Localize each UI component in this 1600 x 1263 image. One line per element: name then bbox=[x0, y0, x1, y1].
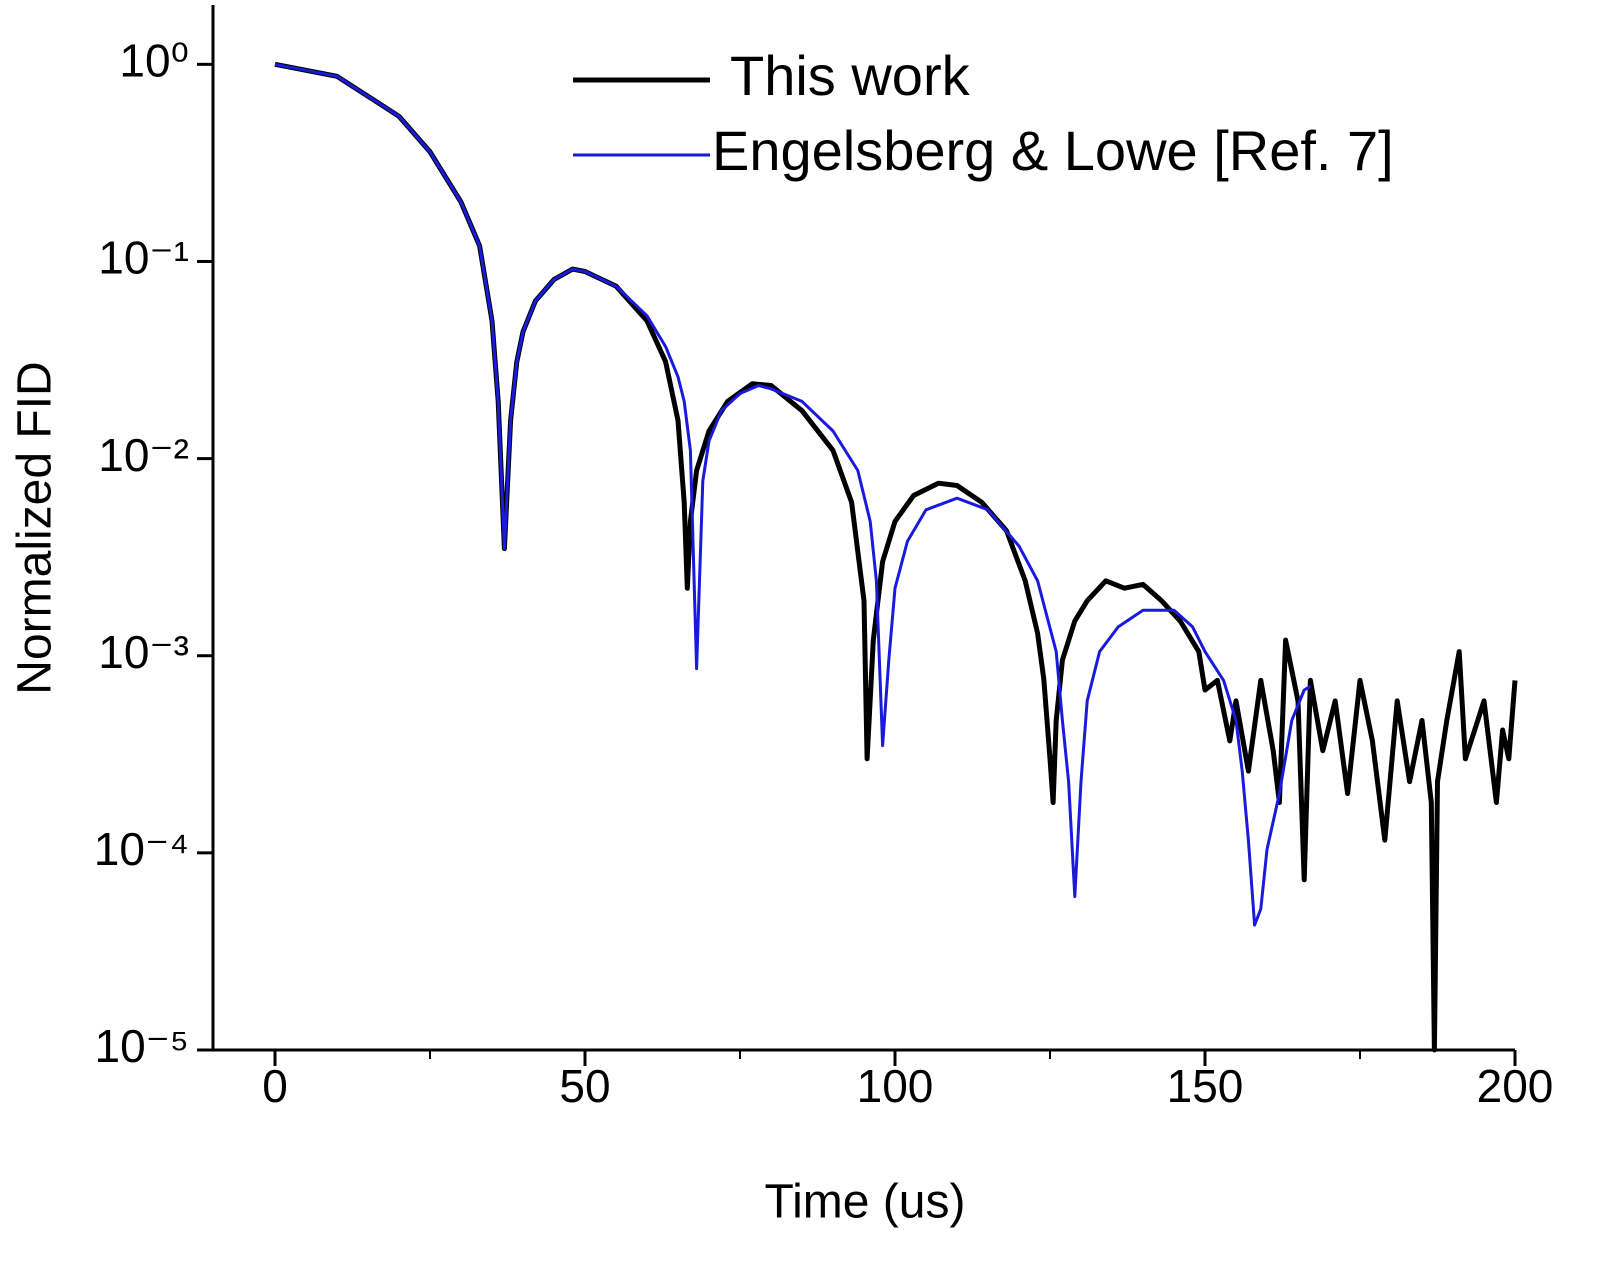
y-tick-label: 10⁻⁵ bbox=[94, 1020, 189, 1072]
x-tick-label: 200 bbox=[1477, 1060, 1554, 1112]
x-axis-label: Time (us) bbox=[765, 1176, 966, 1229]
y-tick-label: 10⁻² bbox=[98, 429, 189, 481]
series-line bbox=[274, 62, 1312, 927]
y-tick-label: 10⁻⁴ bbox=[94, 823, 189, 875]
x-tick-label: 100 bbox=[857, 1060, 934, 1112]
y-tick-label: 10⁰ bbox=[119, 34, 189, 86]
legend-label: This work bbox=[730, 44, 971, 107]
x-tick-label: 150 bbox=[1167, 1060, 1244, 1112]
x-tick-label: 50 bbox=[559, 1060, 610, 1112]
legend-label: Engelsberg & Lowe [Ref. 7] bbox=[712, 119, 1394, 182]
series-line bbox=[274, 61, 1518, 1053]
y-tick-label: 10⁻¹ bbox=[98, 232, 189, 284]
y-axis-label: Normalized FID bbox=[9, 361, 62, 694]
x-tick-label: 0 bbox=[262, 1060, 288, 1112]
y-tick-label: 10⁻³ bbox=[98, 626, 189, 678]
